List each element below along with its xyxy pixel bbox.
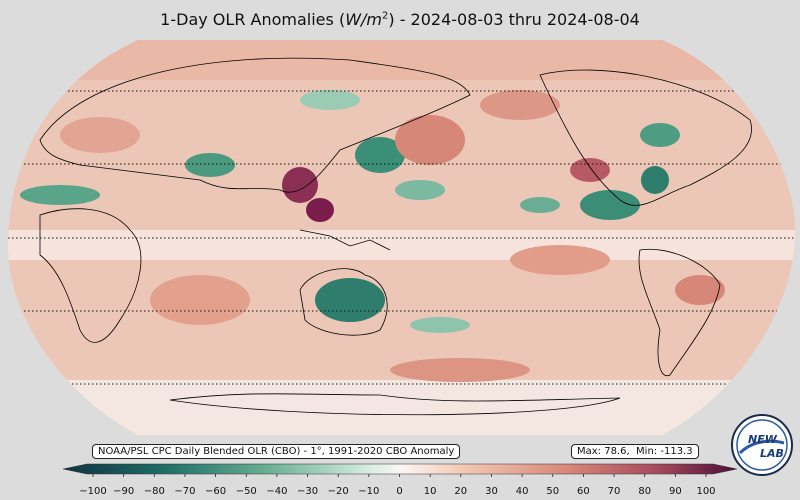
anomaly-positive (150, 275, 250, 325)
anomaly-negative (580, 190, 640, 220)
coastline-africa (39, 208, 142, 343)
colorbar-tick-label: −50 (236, 486, 257, 497)
coastlines (39, 57, 752, 416)
anomaly-negative (640, 123, 680, 147)
anomaly-negative (520, 197, 560, 213)
colorbar-tick-label: −60 (205, 486, 226, 497)
anomaly-negative (20, 185, 100, 205)
colorbar-tick-label: 100 (696, 486, 715, 497)
colorbar: −100 −90 −80 −70 −60 −50 −40 −30 −20 −10 0 10 20 30 40… (62, 463, 738, 497)
colorbar-tick-label: 20 (454, 486, 467, 497)
anomaly-band (7, 40, 796, 80)
anomaly-negative (641, 166, 669, 194)
coastline-australia (299, 268, 388, 336)
coastline-south-america (638, 248, 721, 377)
logo-text-bottom: LAB (760, 447, 784, 460)
colorbar-tick-label: −20 (328, 486, 349, 497)
anomaly-positive (306, 198, 334, 222)
newlab-logo: NEW LAB (731, 414, 793, 476)
colorbar-tick-label: 90 (669, 486, 682, 497)
colorbar-tick-label: 80 (638, 486, 651, 497)
source-label: NOAA/PSL CPC Daily Blended OLR (CBO) - 1… (92, 444, 461, 459)
anomaly-negative (395, 180, 445, 200)
coastline-north-america (539, 69, 752, 206)
colorbar-body (62, 463, 738, 475)
anomaly-band (7, 380, 796, 435)
colorbar-tick-label: 10 (424, 486, 437, 497)
globe-projection (7, 40, 796, 435)
colorbar-tick-label: 40 (516, 486, 529, 497)
map-title: 1-Day OLR Anomalies (W/m2) - 2024-08-03 … (160, 10, 640, 29)
latitude-lines (7, 90, 796, 385)
anomaly-band (7, 230, 796, 260)
anomaly-negative (185, 153, 235, 177)
colorbar-tick-label: −70 (174, 486, 195, 497)
colorbar-tick-label: 30 (485, 486, 498, 497)
anomaly-negative (315, 278, 385, 322)
logo-text-top: NEW (748, 433, 778, 446)
colorbar-tick-label: 60 (577, 486, 590, 497)
coastline-eurasia (39, 57, 471, 193)
anomaly-positive (390, 358, 530, 382)
anomaly-positive (570, 158, 610, 182)
colorbar-tick-label: 50 (546, 486, 559, 497)
stats-label: Max: 78.6, Min: -113.3 (571, 444, 699, 459)
anomaly-negative (410, 317, 470, 333)
anomaly-positive (282, 167, 318, 203)
anomaly-negative (300, 90, 360, 110)
colorbar-tick-labels: −100 −90 −80 −70 −60 −50 −40 −30 −20 −10 0 10 20 30 40… (79, 474, 716, 497)
anomaly-positive (480, 90, 560, 120)
colorbar-tick-label: −80 (144, 486, 165, 497)
anomaly-positive (60, 117, 140, 153)
colorbar-tick-label: −90 (113, 486, 134, 497)
colorbar-tick-label: 70 (608, 486, 621, 497)
colorbar-tick-label: −40 (266, 486, 287, 497)
coastline-maritime-continent (299, 229, 391, 251)
colorbar-tick-label: 0 (396, 486, 402, 497)
colorbar-tick-label: −30 (297, 486, 318, 497)
coastline-antarctica (169, 393, 621, 416)
anomaly-positive (395, 115, 465, 165)
anomaly-positive (510, 245, 610, 275)
colorbar-tick-label: −10 (358, 486, 379, 497)
anomaly-positive (675, 275, 725, 305)
colorbar-tick-label: −100 (79, 486, 106, 497)
